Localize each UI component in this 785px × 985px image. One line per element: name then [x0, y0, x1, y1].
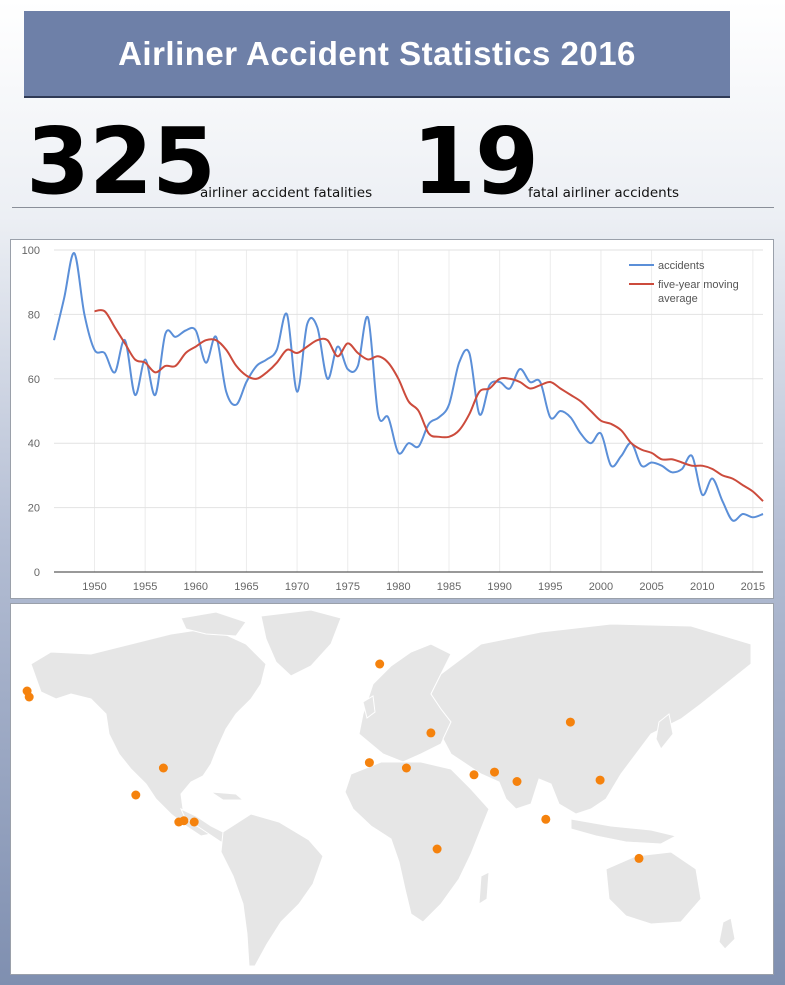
landmass-madagascar	[478, 871, 490, 905]
accident-marker[interactable]	[426, 728, 436, 738]
accident-marker[interactable]	[541, 814, 551, 824]
accident-marker[interactable]	[490, 767, 499, 777]
landmass-africa	[344, 761, 490, 923]
accident-world-map	[11, 604, 773, 974]
accident-marker[interactable]	[179, 816, 189, 826]
accident-marker[interactable]	[158, 763, 168, 773]
x-tick-label: 1975	[335, 581, 359, 593]
stats-row: 325 airliner accident fatalities 19 fata…	[0, 100, 785, 208]
y-tick-label: 80	[28, 309, 40, 321]
x-tick-label: 2000	[589, 581, 613, 593]
accident-marker[interactable]	[512, 777, 522, 786]
y-tick-label: 0	[34, 567, 40, 579]
chart-grid	[54, 249, 763, 573]
y-tick-label: 40	[28, 438, 40, 450]
accidents-label: fatal airliner accidents	[528, 185, 680, 201]
fatalities-label: airliner accident fatalities	[200, 185, 373, 201]
landmass-arctic-islands	[180, 611, 247, 637]
chart-series	[53, 252, 764, 522]
landmass-asia	[430, 623, 752, 815]
landmass-greenland	[260, 609, 342, 677]
landmass-new-zealand	[718, 917, 736, 950]
landmass-britain	[362, 695, 376, 719]
series-moving-average-line	[94, 309, 764, 502]
accident-markers	[22, 659, 644, 863]
y-tick-label: 20	[28, 503, 40, 515]
title-banner: Airliner Accident Statistics 2016	[24, 11, 730, 98]
accident-marker[interactable]	[432, 844, 442, 854]
map-landmasses	[30, 609, 752, 967]
page-title: Airliner Accident Statistics 2016	[118, 34, 636, 72]
landmass-south-america	[220, 813, 324, 967]
accident-marker[interactable]	[595, 775, 605, 785]
x-tick-label: 1955	[133, 581, 157, 593]
landmass-southeast-asia-islands	[570, 818, 678, 845]
series-accidents-line	[53, 252, 764, 522]
accident-marker[interactable]	[189, 817, 199, 827]
x-tick-label: 2015	[741, 581, 765, 593]
accident-line-chart: 1950 1955 1960 1965 1970 1975 1980 1985 1990 1995…	[22, 245, 765, 593]
y-tick-label: 60	[28, 374, 40, 386]
legend-label-accidents: accidents	[658, 260, 705, 272]
legend-label-moving-average-line2: average	[658, 293, 698, 305]
x-tick-label: 1995	[538, 581, 562, 593]
landmass-australia	[605, 851, 702, 925]
x-tick-label: 1970	[285, 581, 309, 593]
x-tick-label: 1960	[184, 581, 208, 593]
accident-marker[interactable]	[634, 853, 644, 863]
accident-marker[interactable]	[565, 717, 575, 727]
x-tick-label: 1965	[234, 581, 258, 593]
accident-marker[interactable]	[131, 790, 141, 800]
accidents-count: 19	[412, 108, 539, 215]
chart-legend: accidents five-year moving average	[629, 260, 742, 305]
accident-marker[interactable]	[24, 692, 34, 702]
x-tick-label: 1990	[487, 581, 511, 593]
legend-label-moving-average-line1: five-year moving	[658, 279, 739, 291]
landmass-japan	[655, 713, 674, 750]
x-tick-label: 1985	[437, 581, 461, 593]
accident-chart-panel: 1950 1955 1960 1965 1970 1975 1980 1985 1990 1995…	[10, 239, 774, 599]
x-tick-label: 2005	[639, 581, 663, 593]
accident-world-map-panel	[10, 603, 774, 975]
legend-label-moving-average: five-year moving average	[658, 279, 742, 305]
accident-marker[interactable]	[364, 758, 374, 768]
fatalities-count: 325	[26, 108, 216, 215]
chart-axes: 1950 1955 1960 1965 1970 1975 1980 1985 1990 1995…	[22, 245, 765, 593]
y-tick-label: 100	[22, 245, 40, 257]
x-tick-label: 1980	[386, 581, 410, 593]
x-tick-label: 2010	[690, 581, 714, 593]
landmass-caribbean	[209, 791, 245, 801]
accident-marker[interactable]	[375, 659, 385, 669]
stats-divider	[12, 207, 774, 208]
x-tick-label: 1950	[82, 581, 106, 593]
accident-marker[interactable]	[401, 763, 411, 773]
accident-marker[interactable]	[469, 770, 479, 780]
